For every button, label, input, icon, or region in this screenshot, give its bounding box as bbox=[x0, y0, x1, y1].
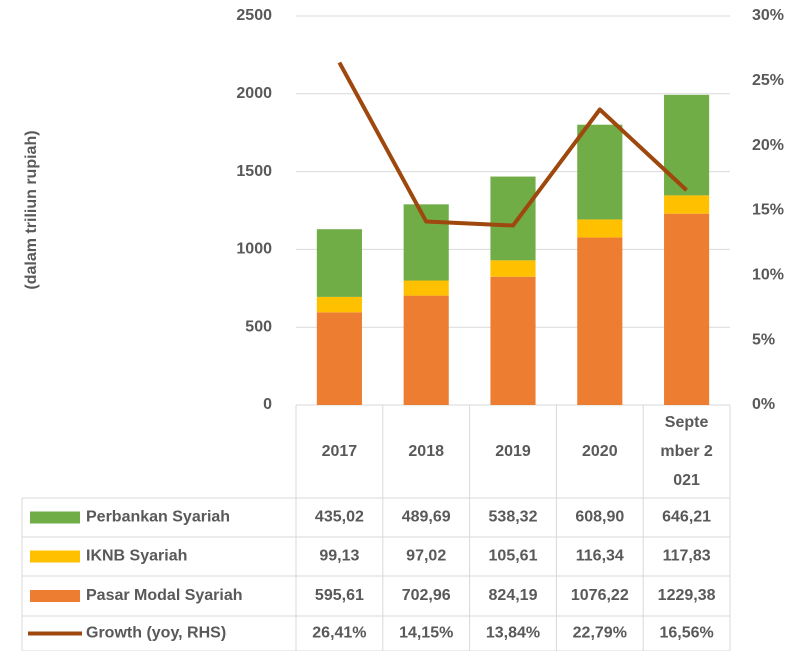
bar bbox=[403, 295, 449, 405]
data-label: 646,21 bbox=[662, 509, 711, 526]
y2-tick-label: 10% bbox=[752, 267, 784, 284]
data-label: 99,13 bbox=[319, 548, 359, 565]
bar bbox=[403, 204, 449, 281]
x-tick-label: 2017 bbox=[321, 443, 358, 460]
data-label: 435,02 bbox=[315, 509, 364, 526]
bar bbox=[664, 195, 710, 214]
legend-label: Growth (yoy, RHS) bbox=[86, 625, 226, 642]
bar bbox=[403, 280, 449, 296]
data-label: 22,79% bbox=[573, 625, 627, 642]
bar bbox=[316, 296, 362, 313]
legend-key bbox=[30, 590, 80, 602]
bar bbox=[490, 276, 536, 405]
y-tick-label: 1000 bbox=[236, 241, 272, 258]
legend-label: Perbankan Syariah bbox=[86, 509, 230, 526]
data-label: 824,19 bbox=[489, 587, 538, 604]
data-label: 117,83 bbox=[663, 548, 711, 565]
data-label: 116,34 bbox=[576, 548, 624, 565]
legend-key bbox=[30, 511, 80, 524]
y2-tick-label: 20% bbox=[752, 137, 784, 154]
data-label: 608,90 bbox=[575, 509, 624, 526]
legend-label: IKNB Syariah bbox=[86, 548, 187, 565]
y2-tick-label: 15% bbox=[752, 202, 784, 219]
data-label: 14,15% bbox=[399, 625, 453, 642]
y-axis-label: (dalam triliun rupiah) bbox=[23, 130, 40, 289]
bar bbox=[577, 219, 623, 238]
data-label: 1229,38 bbox=[658, 587, 716, 604]
bar bbox=[577, 237, 623, 405]
bar bbox=[577, 124, 623, 220]
bar bbox=[490, 176, 536, 261]
line bbox=[337, 61, 688, 228]
data-label: 105,61 bbox=[489, 548, 538, 565]
data-label: 13,84% bbox=[486, 625, 540, 642]
x-tick-label: September 2021 bbox=[660, 414, 713, 489]
x-tick-label: 2018 bbox=[408, 443, 444, 460]
y-tick-label: 0 bbox=[263, 396, 272, 413]
y-tick-label: 2000 bbox=[236, 85, 272, 102]
data-label: 16,56% bbox=[659, 625, 713, 642]
legend-label: Pasar Modal Syariah bbox=[86, 587, 243, 604]
y-tick-label: 2500 bbox=[236, 7, 272, 24]
y2-tick-label: 30% bbox=[752, 7, 784, 24]
legend-key bbox=[30, 550, 80, 563]
data-label: 595,61 bbox=[315, 587, 364, 604]
x-tick-label: 2020 bbox=[582, 443, 618, 460]
x-tick-label: 2019 bbox=[495, 443, 531, 460]
y2-tick-label: 0% bbox=[752, 396, 775, 413]
y2-tick-label: 5% bbox=[752, 331, 775, 348]
data-label: 97,02 bbox=[406, 548, 446, 565]
y-tick-label: 500 bbox=[245, 318, 272, 335]
data-label: 1076,22 bbox=[571, 587, 629, 604]
data-label: 538,32 bbox=[489, 509, 538, 526]
bar bbox=[490, 260, 536, 277]
bar bbox=[316, 312, 362, 405]
y2-tick-label: 25% bbox=[752, 72, 784, 89]
data-label: 702,96 bbox=[402, 587, 451, 604]
bar bbox=[664, 213, 710, 405]
data-label: 26,41% bbox=[312, 625, 366, 642]
bar bbox=[664, 94, 710, 196]
y-tick-label: 1500 bbox=[236, 163, 272, 180]
data-label: 489,69 bbox=[402, 509, 451, 526]
bar bbox=[316, 229, 362, 297]
